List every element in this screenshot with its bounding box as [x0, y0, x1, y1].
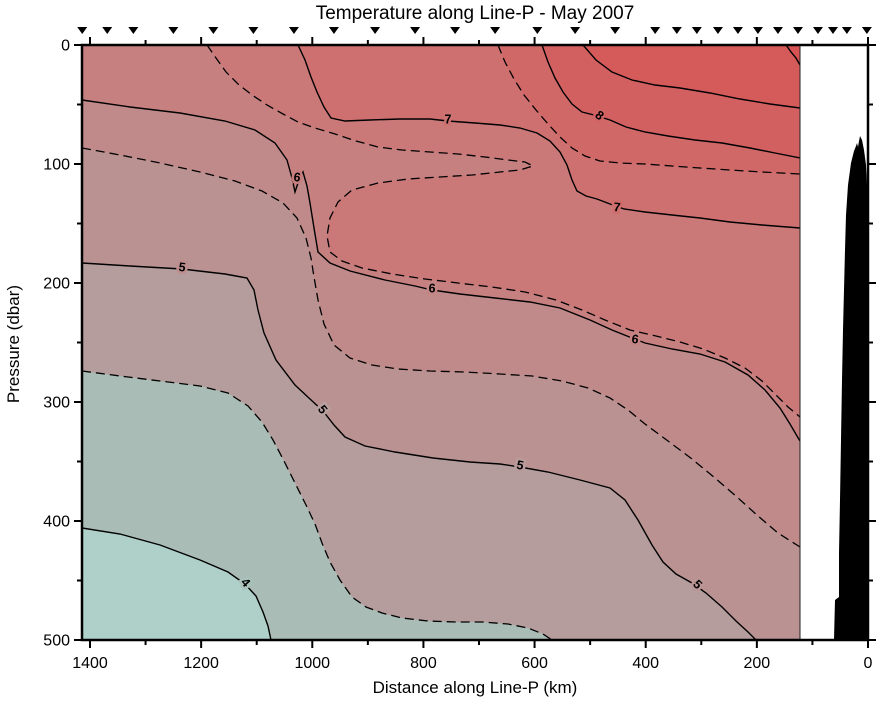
y-tick-label: 500 — [43, 633, 70, 650]
contour-line-5 — [82, 262, 757, 640]
contour-line-6.5 — [206, 45, 800, 418]
station-marker-icon — [102, 27, 113, 34]
station-marker-icon — [328, 27, 339, 34]
station-marker-icon — [841, 27, 852, 34]
contour-label-7: 7 — [613, 200, 621, 215]
station-marker-icon — [128, 27, 139, 34]
station-marker-icon — [827, 27, 838, 34]
station-marker-icon — [288, 27, 299, 34]
station-marker-icon — [772, 27, 783, 34]
x-tick-label: 400 — [632, 655, 659, 672]
station-marker-icon — [732, 27, 743, 34]
station-marker-icon — [650, 27, 661, 34]
station-marker-icon — [490, 27, 501, 34]
station-marker-icon — [77, 27, 88, 34]
contour-line-7.5 — [497, 45, 800, 175]
x-axis-title: Distance along Line-P (km) — [372, 678, 578, 697]
x-tick-label: 1400 — [72, 655, 108, 672]
station-marker-icon — [792, 27, 803, 34]
x-tick-label: 600 — [521, 655, 548, 672]
station-marker-icon — [812, 27, 823, 34]
y-axis-title: Pressure (dbar) — [4, 284, 23, 404]
station-marker-icon — [532, 27, 543, 34]
contour-line-7 — [297, 45, 800, 229]
station-marker-icon — [248, 27, 259, 34]
y-tick-label: 400 — [43, 514, 70, 531]
x-tick-label: 0 — [864, 655, 873, 672]
station-marker-icon — [610, 27, 621, 34]
station-marker-icon — [168, 27, 179, 34]
station-marker-icon — [712, 27, 723, 34]
x-tick-label: 800 — [410, 655, 437, 672]
contour-line-4.5 — [82, 370, 553, 640]
station-marker-icon — [861, 27, 872, 34]
band-above-9 — [583, 45, 800, 108]
contour-line-9 — [582, 45, 800, 109]
contour-label-7: 7 — [445, 112, 452, 126]
contour-line-8 — [541, 45, 800, 159]
y-tick-label: 300 — [43, 395, 70, 412]
station-marker-icon — [671, 27, 682, 34]
temperature-field — [82, 45, 800, 640]
station-marker-icon — [570, 27, 581, 34]
y-tick-label: 200 — [43, 276, 70, 293]
bathymetry-silhouette — [834, 136, 868, 640]
chart-title: Temperature along Line-P - May 2007 — [315, 3, 635, 24]
band-above-10 — [786, 45, 800, 65]
contour-line-4 — [82, 527, 272, 640]
station-marker-icon — [370, 27, 381, 34]
contour-line-10 — [785, 45, 800, 66]
contour-line-6 — [82, 99, 800, 442]
x-tick-label: 200 — [744, 655, 771, 672]
station-marker-icon — [208, 27, 219, 34]
y-tick-label: 100 — [43, 157, 70, 174]
station-marker-icon — [691, 27, 702, 34]
x-tick-label: 1000 — [294, 655, 330, 672]
station-marker-icon — [410, 27, 421, 34]
x-tick-label: 1200 — [183, 655, 219, 672]
station-marker-icon — [450, 27, 461, 34]
station-marker-icon — [752, 27, 763, 34]
contour-label-6: 6 — [428, 281, 436, 295]
y-tick-label: 0 — [61, 38, 70, 55]
